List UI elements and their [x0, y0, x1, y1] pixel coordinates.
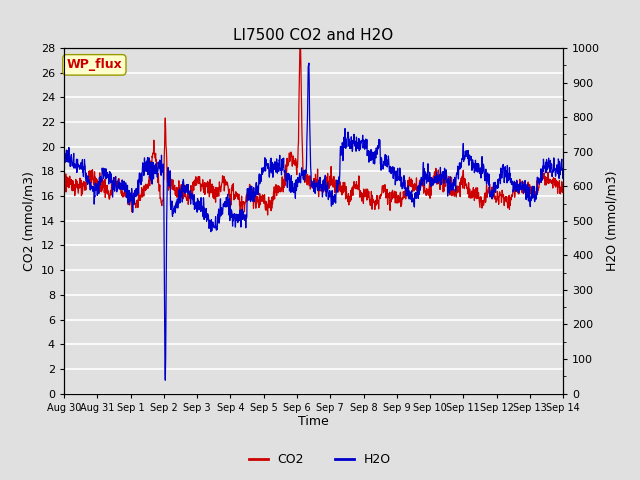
X-axis label: Time: Time	[298, 415, 329, 429]
Y-axis label: H2O (mmol/m3): H2O (mmol/m3)	[606, 170, 619, 271]
Legend: CO2, H2O: CO2, H2O	[244, 448, 396, 471]
Y-axis label: CO2 (mmol/m3): CO2 (mmol/m3)	[22, 171, 35, 271]
Title: LI7500 CO2 and H2O: LI7500 CO2 and H2O	[234, 28, 394, 43]
Text: WP_flux: WP_flux	[67, 59, 122, 72]
